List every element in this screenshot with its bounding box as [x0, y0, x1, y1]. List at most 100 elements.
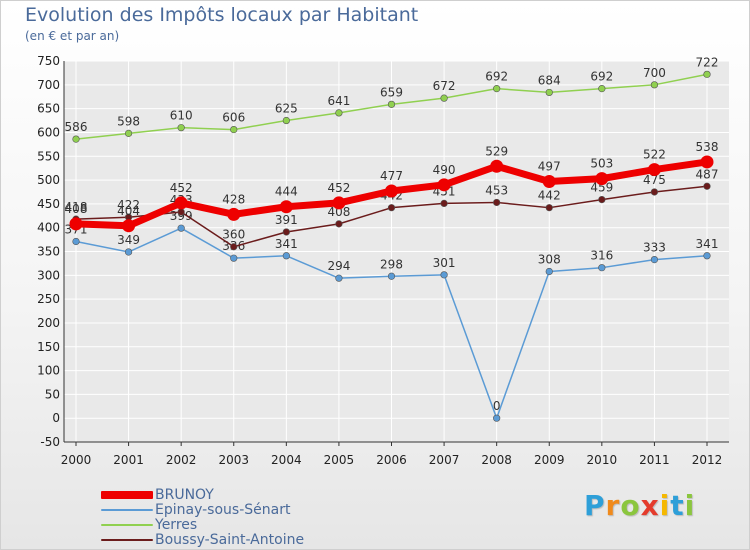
- y-tick-label: 50: [45, 387, 60, 401]
- y-tick-label: 550: [37, 149, 60, 163]
- legend-label: BRUNOY: [155, 486, 214, 503]
- y-tick-label: 150: [37, 340, 60, 354]
- data-point-epinay-sous-senart: [703, 252, 711, 260]
- data-label-yerres: 606: [222, 111, 245, 125]
- logo-letter: o: [620, 489, 641, 522]
- x-tick-label: 2004: [271, 453, 302, 467]
- data-label-epinay-sous-senart: 298: [380, 257, 403, 271]
- data-label-yerres: 625: [275, 102, 298, 116]
- y-tick-label: 500: [37, 173, 60, 187]
- legend-swatch: [101, 523, 153, 526]
- data-point-boussy-saint-antoine: [440, 199, 448, 207]
- data-label-boussy-saint-antoine: 408: [327, 205, 350, 219]
- data-point-epinay-sous-senart: [598, 264, 606, 272]
- data-point-epinay-sous-senart: [230, 254, 238, 262]
- data-point-boussy-saint-antoine: [598, 195, 606, 204]
- data-label-yerres: 692: [485, 70, 508, 84]
- y-tick-label: 100: [37, 364, 60, 378]
- data-point-yerres: [230, 125, 238, 134]
- y-tick-label: 300: [37, 268, 60, 282]
- data-point-brunoy: [69, 217, 83, 231]
- chart-title: Evolution des Impôts locaux par Habitant: [25, 4, 419, 26]
- data-label-epinay-sous-senart: 301: [433, 256, 456, 270]
- data-point-yerres: [650, 81, 659, 89]
- data-label-epinay-sous-senart: 308: [538, 253, 561, 267]
- data-point-boussy-saint-antoine: [230, 243, 238, 251]
- data-point-boussy-saint-antoine: [493, 198, 501, 207]
- y-tick-label: 650: [37, 102, 60, 116]
- y-tick-label: -50: [40, 435, 60, 449]
- y-tick-label: 200: [37, 316, 60, 330]
- x-tick-label: 2010: [587, 453, 618, 467]
- data-point-brunoy: [227, 207, 241, 221]
- logo-letter: P: [584, 489, 606, 522]
- legend-item-boussy-saint-antoine: Boussy-Saint-Antoine: [101, 531, 305, 548]
- data-point-epinay-sous-senart: [282, 252, 290, 260]
- data-point-brunoy: [385, 184, 398, 198]
- x-tick-label: 2000: [61, 453, 92, 467]
- data-label-boussy-saint-antoine: 453: [485, 183, 508, 197]
- y-tick-label: 250: [37, 292, 60, 306]
- data-label-yerres: 684: [538, 73, 561, 87]
- data-label-brunoy: 477: [380, 169, 403, 183]
- x-tick-label: 2007: [429, 453, 460, 467]
- legend-swatch: [101, 508, 153, 511]
- data-label-epinay-sous-senart: 349: [117, 233, 140, 247]
- data-point-epinay-sous-senart: [650, 255, 659, 264]
- data-label-brunoy: 497: [538, 159, 561, 173]
- data-point-yerres: [440, 94, 448, 102]
- x-tick-label: 2003: [218, 453, 249, 467]
- data-point-boussy-saint-antoine: [650, 188, 659, 196]
- logo-letter: i: [659, 489, 671, 522]
- data-point-brunoy: [490, 159, 504, 173]
- data-label-epinay-sous-senart: 0: [493, 399, 501, 413]
- x-tick-label: 2002: [166, 453, 197, 467]
- data-label-yerres: 598: [117, 114, 140, 128]
- data-label-brunoy: 404: [117, 204, 140, 218]
- data-label-brunoy: 408: [65, 202, 88, 216]
- data-point-boussy-saint-antoine: [177, 208, 185, 216]
- legend-label: Boussy-Saint-Antoine: [155, 531, 305, 548]
- legend: BRUNOY Epinay-sous-Sénart Yerres Boussy-Sai…: [101, 486, 305, 548]
- x-tick-label: 2001: [113, 453, 144, 467]
- legend-label: Epinay-sous-Sénart: [155, 501, 291, 518]
- x-tick-label: 2006: [376, 453, 407, 467]
- data-point-yerres: [124, 129, 133, 137]
- data-label-brunoy: 522: [643, 148, 666, 162]
- x-tick-label: 2009: [534, 453, 565, 467]
- data-label-boussy-saint-antoine: 422: [117, 198, 140, 212]
- data-point-boussy-saint-antoine: [335, 220, 343, 228]
- data-label-brunoy: 490: [433, 163, 456, 177]
- data-point-brunoy: [647, 163, 661, 177]
- y-tick-label: 0: [52, 411, 60, 425]
- data-point-boussy-saint-antoine: [387, 204, 396, 212]
- logo-letter: t: [670, 489, 685, 522]
- data-label-boussy-saint-antoine: 442: [538, 189, 561, 203]
- x-tick-label: 2005: [324, 453, 355, 467]
- logo-letter: i: [684, 489, 696, 522]
- data-label-brunoy: 538: [696, 140, 719, 154]
- data-label-yerres: 641: [327, 94, 350, 108]
- data-label-yerres: 586: [65, 120, 88, 134]
- data-label-yerres: 610: [170, 109, 193, 123]
- data-point-yerres: [72, 135, 80, 143]
- y-tick-label: 350: [37, 245, 60, 259]
- data-point-yerres: [493, 85, 501, 93]
- data-point-epinay-sous-senart: [493, 414, 501, 422]
- data-point-brunoy: [542, 174, 556, 188]
- data-point-yerres: [282, 116, 290, 125]
- data-label-boussy-saint-antoine: 360: [222, 228, 245, 242]
- data-label-brunoy: 503: [590, 157, 613, 171]
- data-label-boussy-saint-antoine: 487: [696, 167, 719, 181]
- data-label-yerres: 692: [590, 70, 613, 84]
- data-point-boussy-saint-antoine: [282, 228, 290, 236]
- x-tick-label: 2011: [639, 453, 670, 467]
- y-tick-label: 400: [37, 221, 60, 235]
- data-label-epinay-sous-senart: 333: [643, 241, 666, 255]
- data-point-epinay-sous-senart: [124, 248, 133, 256]
- data-label-brunoy: 428: [222, 192, 245, 206]
- data-point-brunoy: [279, 200, 293, 214]
- data-point-epinay-sous-senart: [387, 272, 396, 280]
